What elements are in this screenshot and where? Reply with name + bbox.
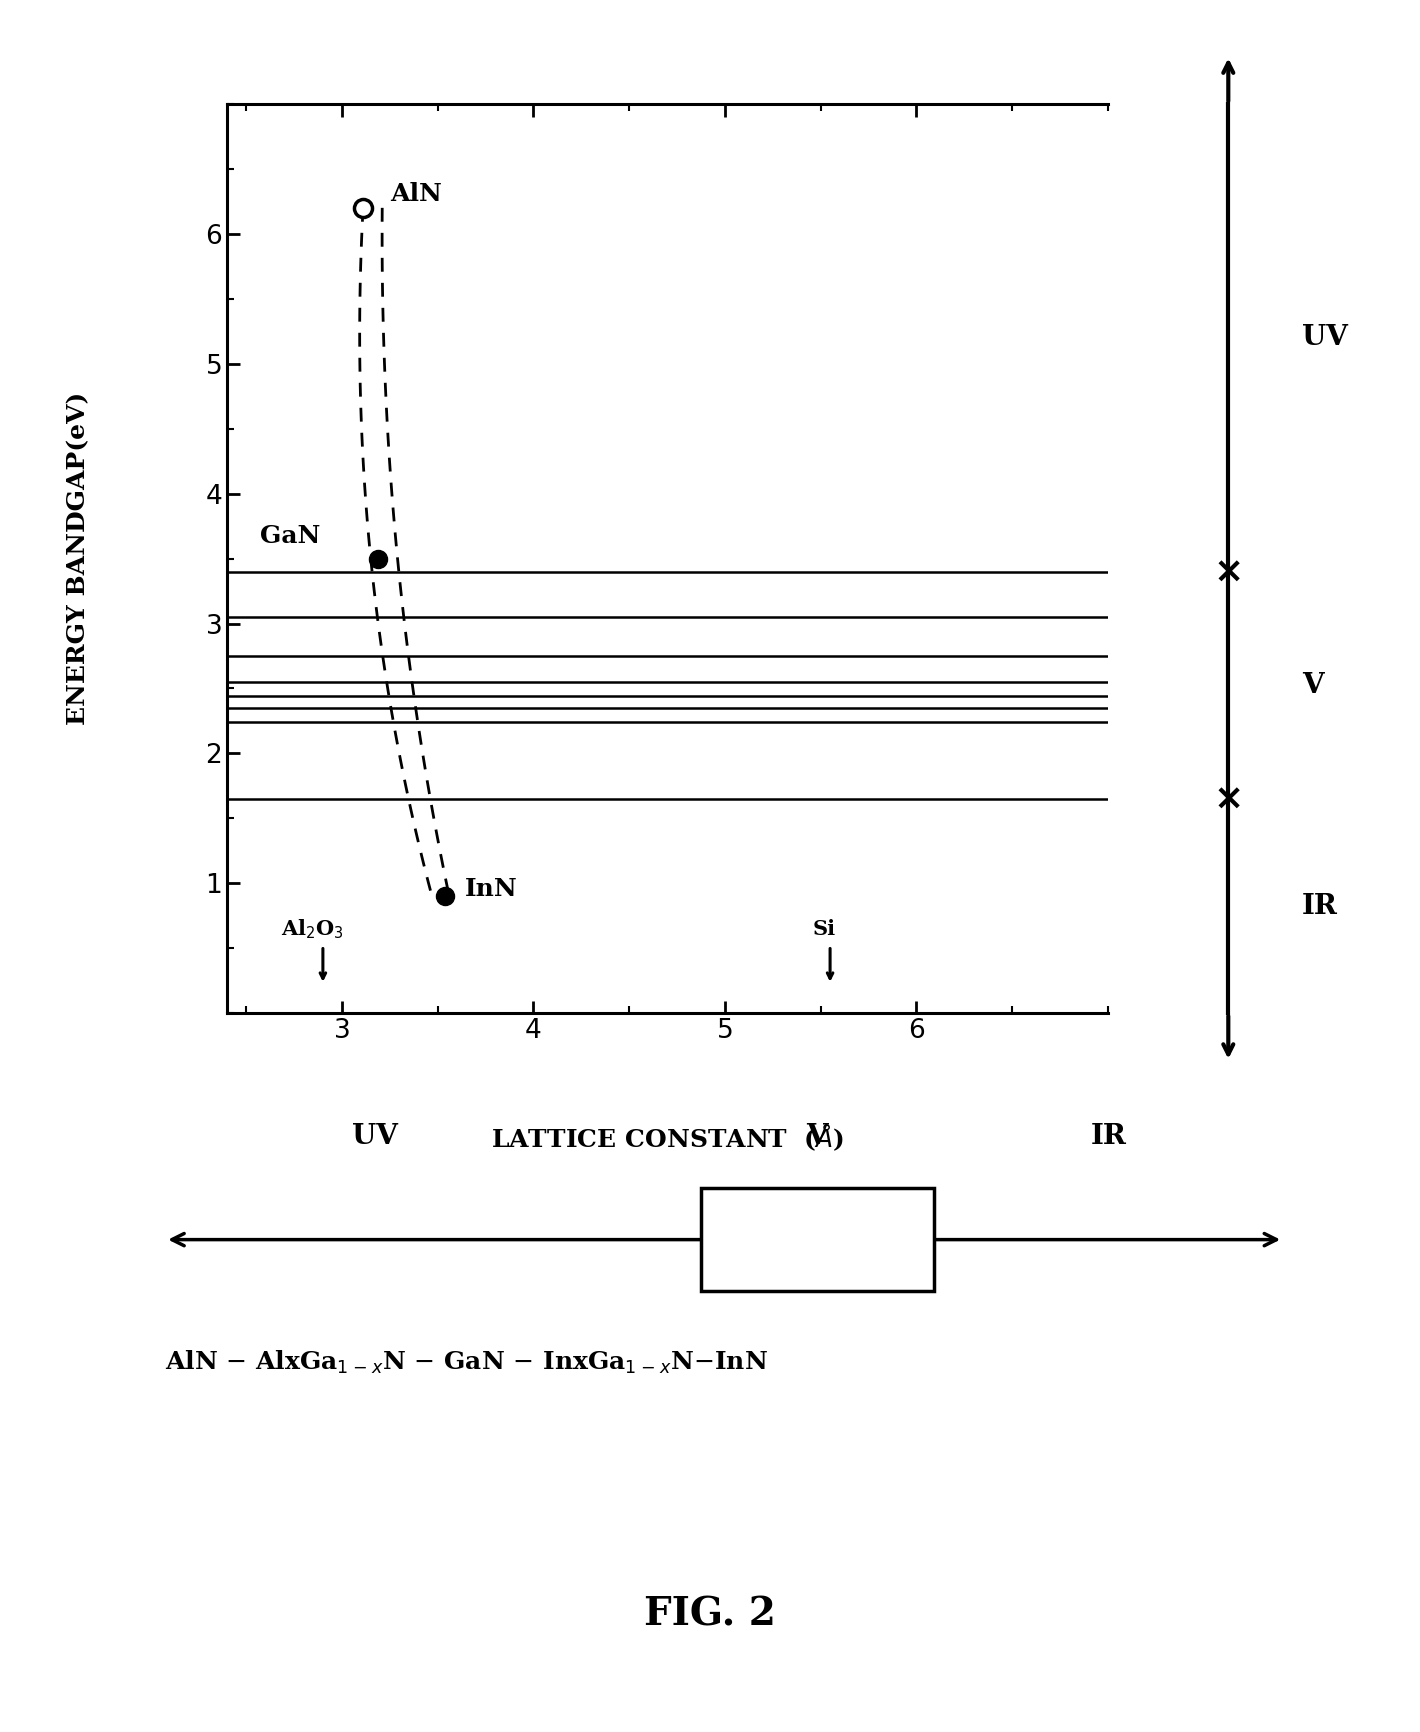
Text: AlN: AlN xyxy=(391,182,442,206)
Text: InN: InN xyxy=(464,878,517,901)
Text: ×: × xyxy=(1213,781,1244,816)
Text: ×: × xyxy=(1213,554,1244,589)
Text: LATTICE CONSTANT  ($\AA$): LATTICE CONSTANT ($\AA$) xyxy=(491,1122,843,1154)
Text: ENERGY BANDGAP(eV): ENERGY BANDGAP(eV) xyxy=(67,391,89,726)
Text: IR: IR xyxy=(1302,892,1338,920)
Text: V: V xyxy=(1302,672,1323,698)
Text: UV: UV xyxy=(1302,324,1348,352)
Text: Si: Si xyxy=(812,920,836,939)
Text: GaN: GaN xyxy=(260,525,320,547)
Text: FIG. 2: FIG. 2 xyxy=(645,1595,775,1633)
Text: UV: UV xyxy=(352,1122,398,1150)
Text: V: V xyxy=(807,1122,828,1150)
Bar xyxy=(701,1188,934,1290)
Text: AlN $-$ AlxGa$_1$$_-$$_x$N $-$ GaN $-$ InxGa$_1$$_-$$_x$N$-$InN: AlN $-$ AlxGa$_1$$_-$$_x$N $-$ GaN $-$ I… xyxy=(165,1349,768,1375)
Text: IR: IR xyxy=(1091,1122,1126,1150)
Text: Al$_2$O$_3$: Al$_2$O$_3$ xyxy=(281,918,344,940)
